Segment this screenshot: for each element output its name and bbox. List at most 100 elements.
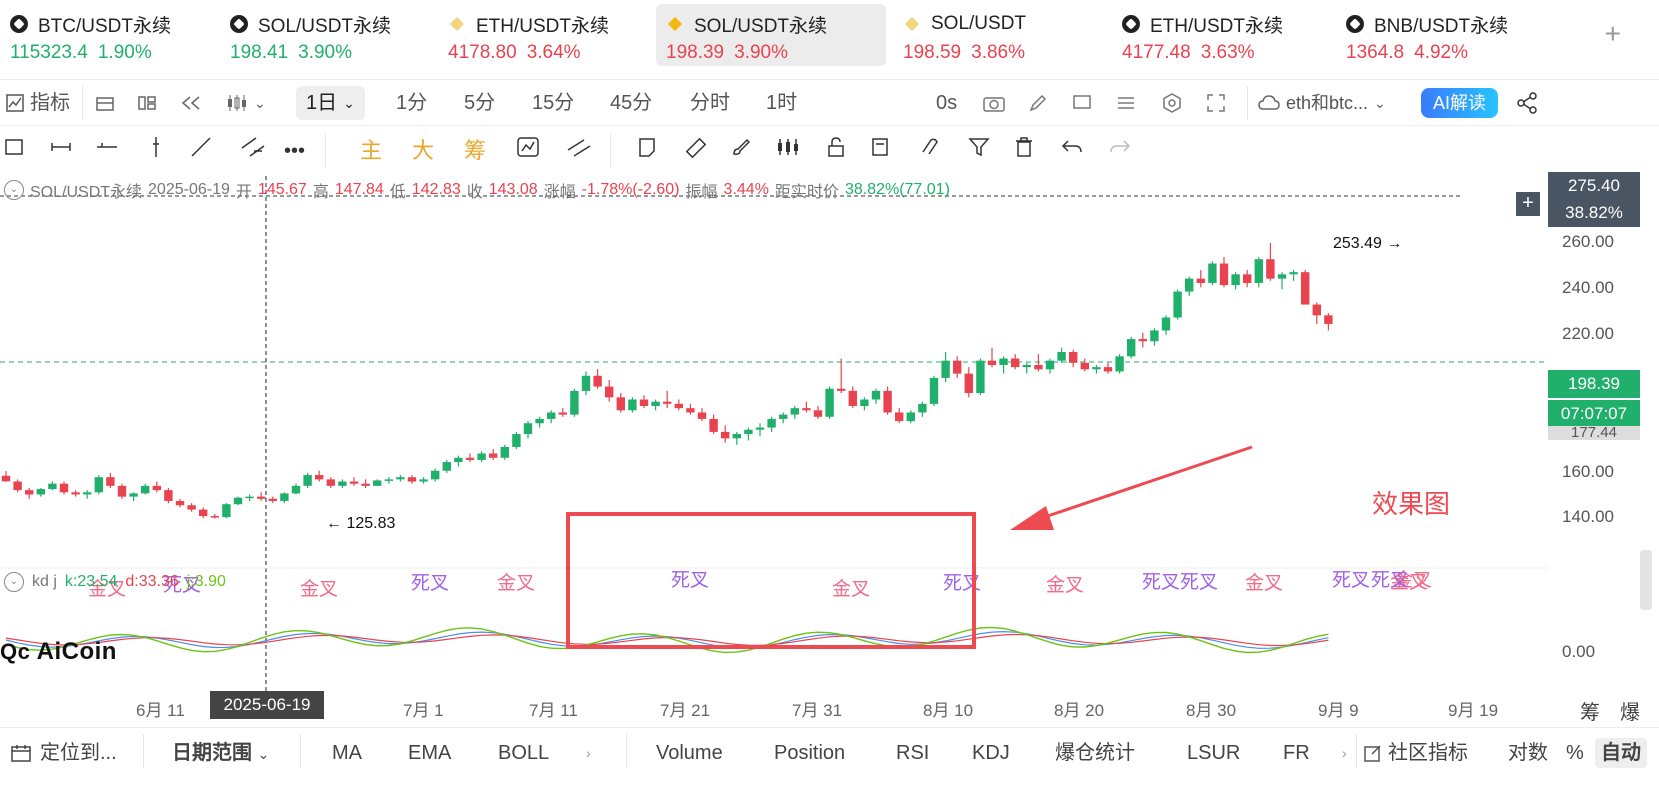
ticker-4[interactable]: SOL/USDT 198.59 3.86% bbox=[893, 4, 1036, 66]
ticker-price: 198.59 bbox=[903, 42, 962, 63]
log-scale-toggle[interactable]: 对数 bbox=[1508, 742, 1548, 764]
signal-label-gold: 金叉 bbox=[300, 578, 338, 600]
auto-scale-toggle[interactable]: 自动 bbox=[1595, 738, 1647, 768]
info-amplitude: 3.44% bbox=[723, 181, 769, 198]
share-screen-icon[interactable] bbox=[1072, 86, 1092, 120]
ticker-2[interactable]: ETH/USDT永续 4178.80 3.64% bbox=[438, 4, 619, 66]
drawing-toolbar: ••• 主 大 筹 bbox=[0, 128, 1659, 174]
percent-scale-toggle[interactable]: % bbox=[1566, 742, 1584, 764]
locate-button[interactable]: 定位到... bbox=[10, 738, 117, 768]
community-indicators-button[interactable]: 社区指标 bbox=[1364, 738, 1468, 768]
info-open-label: 开 bbox=[235, 184, 252, 201]
camera-icon[interactable] bbox=[983, 86, 1005, 120]
ticker-name: BNB/USDT永续 bbox=[1374, 15, 1509, 37]
indicator-volume[interactable]: Volume bbox=[656, 742, 723, 764]
info-amplitude-label: 振幅 bbox=[685, 184, 718, 201]
scroll-right-icon[interactable]: › bbox=[586, 745, 591, 761]
signal-label-dead: 死叉 bbox=[411, 572, 449, 594]
candle-body bbox=[129, 493, 138, 497]
ticker-1[interactable]: SOL/USDT永续 198.41 3.90% bbox=[220, 4, 401, 66]
pattern-icon[interactable] bbox=[776, 136, 800, 166]
more-tools-button[interactable]: ••• bbox=[284, 140, 306, 162]
ticker-3[interactable]: SOL/USDT永续 198.39 3.90% bbox=[656, 4, 886, 66]
collapse-icon[interactable]: ⌄ bbox=[4, 180, 24, 200]
chips-distribution-button[interactable]: 筹 bbox=[1580, 702, 1600, 724]
chips-toggle[interactable]: 筹 bbox=[464, 138, 487, 163]
brush-icon[interactable] bbox=[730, 136, 752, 166]
redo-icon[interactable] bbox=[1108, 136, 1132, 166]
ai-interpret-button[interactable]: AI解读 bbox=[1421, 88, 1499, 118]
trash-icon[interactable] bbox=[1014, 136, 1034, 166]
large-orders-toggle[interactable]: 大 bbox=[412, 138, 435, 163]
candle-body bbox=[1196, 278, 1205, 283]
add-ticker-button[interactable]: + bbox=[1604, 18, 1621, 49]
info-change-label: 涨幅 bbox=[543, 184, 576, 201]
pen-icon[interactable] bbox=[1028, 86, 1048, 120]
interval-selected[interactable]: 1日 ⌄ bbox=[296, 86, 365, 120]
indicator-liquidation[interactable]: 爆仓统计 bbox=[1055, 742, 1135, 764]
main-chart-toggle[interactable]: 主 bbox=[360, 138, 383, 163]
settings-icon[interactable] bbox=[1162, 86, 1182, 120]
account-dropdown[interactable]: eth和btc... ⌄ bbox=[1258, 86, 1386, 120]
magnet-icon[interactable] bbox=[918, 136, 940, 166]
interval-1m[interactable]: 1分 bbox=[396, 92, 428, 114]
interval-1h[interactable]: 1时 bbox=[766, 92, 798, 114]
rectangle-tool-icon[interactable] bbox=[4, 136, 24, 166]
interval-5m[interactable]: 5分 bbox=[464, 92, 496, 114]
countdown-display[interactable]: 0s bbox=[936, 92, 958, 114]
collapse-icon[interactable]: ⌄ bbox=[4, 572, 24, 592]
coin-icon bbox=[1346, 15, 1364, 33]
x-tick: 7月 21 bbox=[660, 701, 711, 720]
y-tick: 140.00 bbox=[1562, 507, 1614, 526]
candle-body bbox=[732, 434, 741, 439]
text-note-icon[interactable] bbox=[636, 136, 658, 166]
split-view-icon[interactable] bbox=[138, 86, 156, 120]
indicator-fr[interactable]: FR bbox=[1283, 742, 1310, 764]
horizontal-segment-icon[interactable] bbox=[50, 136, 72, 166]
candle-body bbox=[71, 492, 80, 495]
indicator-rsi[interactable]: RSI bbox=[896, 742, 930, 764]
liquidation-button[interactable]: 爆 bbox=[1620, 702, 1640, 724]
list-icon[interactable] bbox=[1116, 86, 1136, 120]
trend-line-icon[interactable] bbox=[190, 136, 212, 166]
indicator-position[interactable]: Position bbox=[774, 742, 846, 764]
date-range-dropdown[interactable]: 日期范围 ⌄ bbox=[172, 738, 269, 768]
divider bbox=[1356, 734, 1357, 768]
candle-body bbox=[373, 480, 382, 486]
candle-body bbox=[303, 475, 312, 486]
fullscreen-icon[interactable] bbox=[1206, 86, 1226, 120]
filter-icon[interactable] bbox=[968, 136, 990, 166]
parallel-channel-icon[interactable] bbox=[240, 136, 266, 166]
sync-icon[interactable] bbox=[516, 136, 540, 166]
indicator-lsur[interactable]: LSUR bbox=[1187, 742, 1241, 764]
share-icon[interactable] bbox=[1516, 86, 1538, 120]
channel-tool-icon[interactable] bbox=[566, 136, 592, 166]
candle-type-dropdown[interactable]: ⌄ bbox=[226, 86, 266, 120]
indicator-ema[interactable]: EMA bbox=[408, 742, 452, 764]
candle-body bbox=[361, 483, 370, 486]
interval-15m[interactable]: 15分 bbox=[532, 92, 575, 114]
unlock-icon[interactable] bbox=[826, 136, 846, 166]
ticker-6[interactable]: BNB/USDT永续 1364.8 4.92% bbox=[1336, 4, 1518, 66]
indicator-kdj[interactable]: KDJ bbox=[972, 742, 1010, 764]
ruler-icon[interactable] bbox=[684, 136, 708, 166]
scroll-right-icon[interactable]: › bbox=[1342, 745, 1347, 761]
interval-timeshare[interactable]: 分时 bbox=[690, 92, 730, 114]
vertical-line-icon[interactable] bbox=[146, 136, 166, 166]
ticker-0[interactable]: BTC/USDT永续 115323.4 1.90% bbox=[0, 4, 181, 66]
ticker-5[interactable]: ETH/USDT永续 4177.48 3.63% bbox=[1112, 4, 1293, 66]
indicator-boll[interactable]: BOLL bbox=[498, 742, 550, 764]
edit-note-icon[interactable] bbox=[870, 136, 892, 166]
undo-icon[interactable] bbox=[1060, 136, 1084, 166]
horizontal-line-icon[interactable] bbox=[96, 136, 118, 166]
signal-label-dead: 死叉 bbox=[671, 569, 709, 591]
layout-icon[interactable] bbox=[96, 86, 114, 120]
interval-45m[interactable]: 45分 bbox=[610, 92, 653, 114]
panel-collapse-handle[interactable] bbox=[1640, 550, 1652, 610]
replay-icon[interactable] bbox=[180, 86, 202, 120]
indicator-ma[interactable]: MA bbox=[332, 742, 362, 764]
add-crosshair-button[interactable]: + bbox=[1516, 192, 1540, 216]
cloud-icon bbox=[1258, 95, 1280, 110]
indicators-button[interactable]: 指标 bbox=[6, 86, 70, 120]
